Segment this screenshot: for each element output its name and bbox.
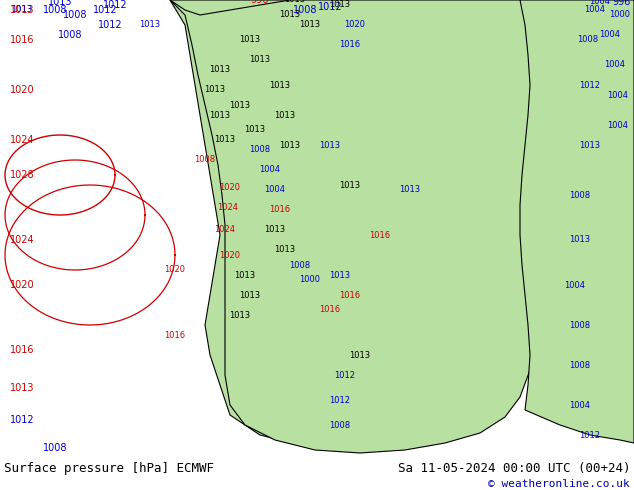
Text: 1013: 1013 bbox=[139, 21, 160, 29]
Text: 1013: 1013 bbox=[320, 141, 340, 149]
Text: 1013: 1013 bbox=[230, 100, 250, 109]
Text: 1020: 1020 bbox=[219, 182, 240, 192]
Polygon shape bbox=[170, 0, 540, 450]
Text: 1013: 1013 bbox=[209, 111, 231, 120]
Text: 1004: 1004 bbox=[607, 91, 628, 99]
Text: 1004: 1004 bbox=[600, 30, 621, 40]
Text: 1008: 1008 bbox=[293, 5, 317, 15]
Text: 1000: 1000 bbox=[609, 10, 630, 20]
Text: 1020: 1020 bbox=[164, 266, 186, 274]
Text: 1008: 1008 bbox=[249, 146, 271, 154]
Text: 1016: 1016 bbox=[339, 41, 361, 49]
Text: 1013: 1013 bbox=[230, 311, 250, 319]
Text: 1013: 1013 bbox=[275, 245, 295, 254]
Polygon shape bbox=[520, 0, 634, 443]
Text: 1013: 1013 bbox=[240, 291, 261, 299]
Text: 1012: 1012 bbox=[318, 2, 342, 12]
Text: 1016: 1016 bbox=[320, 305, 340, 315]
Text: © weatheronline.co.uk: © weatheronline.co.uk bbox=[488, 479, 630, 489]
Text: 1004: 1004 bbox=[585, 5, 605, 15]
Text: 1013: 1013 bbox=[204, 85, 226, 95]
Text: 1008: 1008 bbox=[569, 320, 590, 329]
Text: 1004: 1004 bbox=[607, 121, 628, 129]
Text: 1024: 1024 bbox=[10, 235, 34, 245]
Text: 1013: 1013 bbox=[330, 270, 351, 279]
Text: 1020: 1020 bbox=[219, 250, 240, 260]
Text: 1013: 1013 bbox=[269, 80, 290, 90]
Text: 1004: 1004 bbox=[264, 186, 285, 195]
Text: 1024: 1024 bbox=[10, 135, 34, 145]
Text: Sa 11-05-2024 00:00 UTC (00+24): Sa 11-05-2024 00:00 UTC (00+24) bbox=[398, 462, 630, 474]
Polygon shape bbox=[170, 0, 634, 453]
Text: 1004: 1004 bbox=[564, 280, 586, 290]
Text: 1013: 1013 bbox=[349, 350, 370, 360]
Text: 1020: 1020 bbox=[10, 280, 34, 290]
Text: 1008: 1008 bbox=[42, 443, 67, 453]
Text: 1013: 1013 bbox=[579, 141, 600, 149]
Text: 1013: 1013 bbox=[235, 270, 256, 279]
Text: 1013: 1013 bbox=[330, 0, 351, 9]
Text: 1016: 1016 bbox=[164, 330, 186, 340]
Text: 1013: 1013 bbox=[48, 0, 72, 7]
Text: 1024: 1024 bbox=[217, 202, 238, 212]
Text: 1013: 1013 bbox=[10, 383, 34, 393]
Text: 1013: 1013 bbox=[280, 141, 301, 149]
Text: 1008: 1008 bbox=[42, 5, 67, 15]
Text: 1013: 1013 bbox=[339, 180, 361, 190]
Text: 1013: 1013 bbox=[10, 5, 34, 15]
Text: 996: 996 bbox=[613, 0, 631, 7]
Text: 1008: 1008 bbox=[63, 10, 87, 20]
Text: 1008: 1008 bbox=[195, 155, 216, 165]
Text: 1012: 1012 bbox=[579, 431, 600, 440]
Text: 1013: 1013 bbox=[245, 125, 266, 134]
Text: 1012: 1012 bbox=[579, 80, 600, 90]
Text: 1020: 1020 bbox=[344, 21, 365, 29]
Text: 1013: 1013 bbox=[275, 111, 295, 120]
Text: 1016: 1016 bbox=[10, 35, 34, 45]
Text: 1012: 1012 bbox=[335, 370, 356, 379]
Text: 1004: 1004 bbox=[259, 166, 280, 174]
Text: 1012: 1012 bbox=[98, 20, 122, 30]
Text: 1004: 1004 bbox=[590, 0, 611, 6]
Text: 1004: 1004 bbox=[569, 400, 590, 410]
Text: 1013: 1013 bbox=[249, 55, 271, 65]
Text: 1008: 1008 bbox=[569, 361, 590, 369]
Text: 1004: 1004 bbox=[604, 60, 626, 70]
Text: 1013: 1013 bbox=[209, 66, 231, 74]
Text: 1008: 1008 bbox=[290, 261, 311, 270]
Text: 1016: 1016 bbox=[370, 230, 391, 240]
Text: 1013: 1013 bbox=[299, 21, 321, 29]
Text: 1008: 1008 bbox=[330, 420, 351, 430]
Text: 1013: 1013 bbox=[569, 236, 590, 245]
Text: Surface pressure [hPa] ECMWF: Surface pressure [hPa] ECMWF bbox=[4, 462, 214, 474]
Text: 1013: 1013 bbox=[240, 35, 261, 45]
Text: 1008: 1008 bbox=[578, 35, 598, 45]
Text: 1013: 1013 bbox=[264, 225, 285, 235]
Text: 996: 996 bbox=[251, 0, 269, 5]
Text: 1000: 1000 bbox=[299, 275, 321, 285]
Text: 1013: 1013 bbox=[399, 186, 420, 195]
Text: 1013: 1013 bbox=[280, 10, 301, 20]
Text: 1012: 1012 bbox=[10, 415, 34, 425]
Text: 1016: 1016 bbox=[339, 291, 361, 299]
Text: 1013: 1013 bbox=[285, 0, 306, 4]
Text: 1024: 1024 bbox=[214, 225, 235, 235]
Text: 1016: 1016 bbox=[10, 345, 34, 355]
Text: 1012: 1012 bbox=[93, 5, 117, 15]
Text: 1008: 1008 bbox=[58, 30, 82, 40]
Text: 1013: 1013 bbox=[214, 136, 236, 145]
Text: 1012: 1012 bbox=[330, 395, 351, 405]
Text: 1012: 1012 bbox=[103, 0, 127, 10]
Text: 1008: 1008 bbox=[569, 191, 590, 199]
Text: 1028: 1028 bbox=[10, 170, 34, 180]
Text: 1020: 1020 bbox=[10, 85, 34, 95]
Text: 1013: 1013 bbox=[11, 5, 32, 15]
Text: 1016: 1016 bbox=[269, 205, 290, 215]
